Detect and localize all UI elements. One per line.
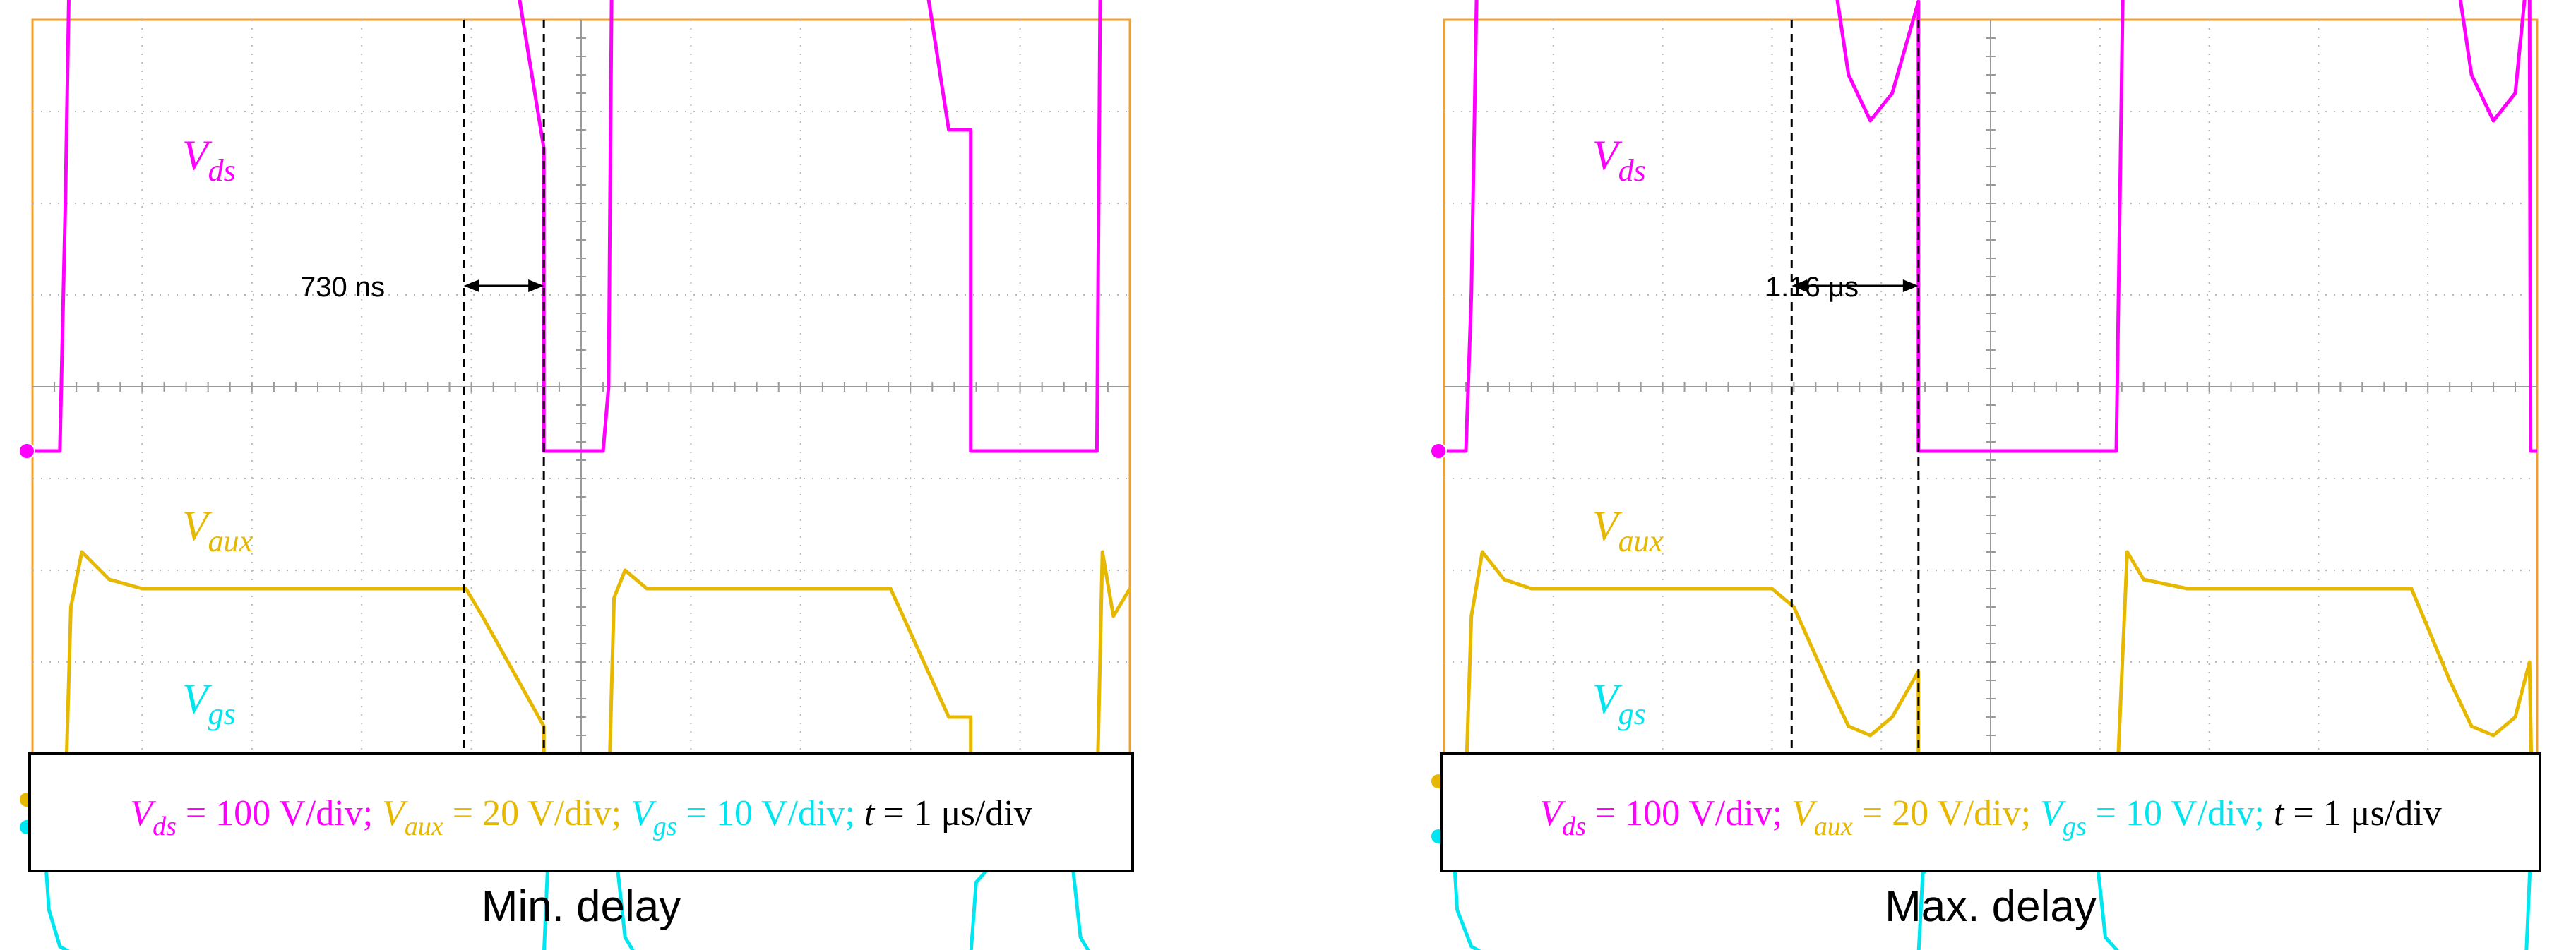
grid	[1444, 20, 2537, 754]
series-vds-line	[1444, 0, 2537, 453]
scale-settings-box	[1440, 752, 2541, 872]
series-label-vgs: Vgs	[182, 675, 236, 731]
series-label-vgs: Vgs	[1592, 675, 1646, 731]
panel-caption: Max. delay	[1885, 882, 2097, 931]
arrowhead-left-icon	[463, 279, 479, 292]
delay-label: 730 ns	[300, 272, 385, 303]
channel-marker-icon	[1430, 443, 1447, 459]
scale-settings-text: Vds = 100 V/div; Vaux = 20 V/div; Vgs = …	[1539, 793, 2441, 841]
delay-label: 1.16 μs	[1765, 272, 1859, 303]
scale-settings-text: Vds = 100 V/div; Vaux = 20 V/div; Vgs = …	[130, 793, 1032, 841]
arrowhead-right-icon	[528, 279, 544, 292]
panel-caption: Min. delay	[482, 882, 681, 931]
panel-min-delay: Vds Vaux Vgs 730 ns Vds = 100 V/div; Vaux = …	[18, 0, 1134, 950]
series-label-vds: Vds	[182, 132, 236, 188]
series-vds-line	[32, 0, 1102, 453]
series-label-vds: Vds	[1592, 132, 1646, 188]
series-label-vaux: Vaux	[182, 503, 254, 558]
scale-settings-box	[28, 752, 1134, 872]
grid	[32, 20, 1130, 754]
arrowhead-left-icon	[1791, 279, 1808, 292]
panel-max-delay: Vds Vaux Vgs 1.16 μs Vds = 100 V/div; Vaux =…	[1430, 0, 2541, 950]
arrowhead-right-icon	[1902, 279, 1919, 292]
channel-marker-icon	[18, 443, 35, 459]
series-label-vaux: Vaux	[1592, 503, 1664, 558]
